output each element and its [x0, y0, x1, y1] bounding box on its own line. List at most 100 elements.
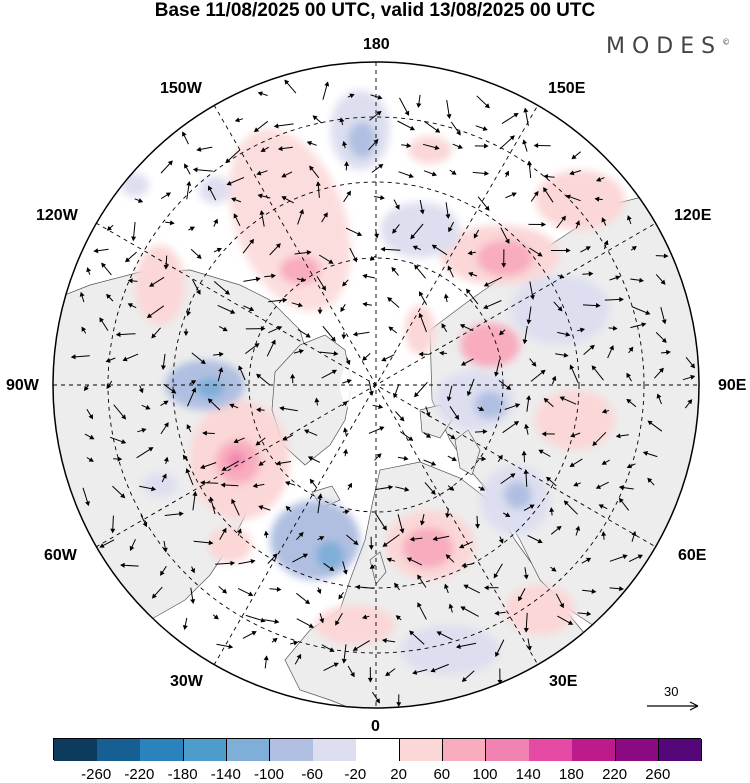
wind-vector-head: [306, 140, 312, 146]
wind-vector-head: [148, 447, 154, 452]
wind-vector-head: [513, 420, 520, 426]
wind-vector-head: [282, 297, 288, 303]
wind-vector-head: [309, 165, 314, 171]
wind-vector-head: [230, 309, 236, 314]
wind-vector-head: [308, 623, 314, 628]
wind-vector-head: [647, 420, 653, 426]
wind-vector-head: [207, 185, 213, 191]
wind-vector-head: [391, 266, 397, 273]
wind-vector-head: [369, 564, 375, 569]
wind-vector-head: [347, 482, 353, 488]
wind-vector-head: [182, 131, 187, 137]
wind-vector-head: [431, 171, 437, 177]
wind-vector-head: [260, 147, 266, 152]
wind-vector-head: [298, 349, 305, 354]
wind-vector-head: [386, 557, 392, 563]
wind-vector-head: [271, 273, 276, 279]
wind-vector-head: [230, 560, 236, 566]
wind-vector-head: [498, 538, 504, 544]
wind-vector-head: [167, 160, 173, 166]
wind-vector-head: [531, 361, 537, 367]
wind-vector-head: [350, 672, 355, 678]
wind-vector-head: [404, 486, 410, 492]
positive-anomaly-area: [315, 605, 395, 645]
wind-vector-head: [218, 367, 224, 373]
wind-vector-head: [540, 369, 546, 375]
wind-vector-head: [446, 113, 452, 119]
negative-anomaly-core: [316, 541, 344, 569]
wind-vector-head: [169, 220, 175, 226]
colorbar-tick-label: -260: [81, 766, 112, 783]
colorbar-tick-label: 220: [602, 766, 628, 783]
wind-vector-head: [381, 638, 387, 644]
wind-vector-head: [341, 658, 347, 664]
wind-vector-head: [609, 345, 614, 351]
wind-vector-head: [479, 486, 486, 491]
negative-anomaly-area: [121, 173, 149, 197]
wind-vector-head: [639, 277, 645, 283]
wind-vector-head: [137, 198, 144, 203]
wind-vector-head: [271, 339, 276, 345]
wind-vector-head: [395, 615, 401, 621]
colorbar-tick-label: -20: [344, 766, 367, 783]
wind-vector-head: [335, 620, 340, 626]
wind-vector-head: [274, 618, 280, 624]
wind-vector-head: [192, 167, 198, 173]
positive-anomaly-peak: [228, 452, 244, 468]
wind-vector-head: [468, 271, 474, 277]
wind-vector-head: [285, 480, 291, 486]
wind-vector-head: [221, 466, 227, 471]
wind-vector-head: [196, 289, 201, 295]
positive-anomaly-area: [460, 323, 520, 367]
wind-vector-head: [260, 617, 266, 623]
wind-vector-head: [656, 393, 662, 399]
wind-vector-head: [575, 525, 581, 531]
wind-vector-head: [524, 423, 530, 429]
wind-vector-head: [526, 319, 532, 325]
wind-vector-head: [595, 302, 601, 309]
wind-vector-head: [569, 462, 575, 467]
wind-vector-head: [260, 326, 266, 332]
wind-vector-head: [641, 322, 647, 328]
colorbar-bin: [226, 739, 271, 761]
wind-vector-head: [248, 306, 255, 312]
wind-vector-head: [375, 698, 380, 704]
wind-vector-head: [344, 161, 350, 166]
wind-vector-head: [585, 246, 591, 251]
wind-vector-head: [565, 194, 571, 200]
wind-vector-head: [200, 480, 205, 486]
wind-vector-head: [367, 677, 373, 683]
wind-vector-head: [619, 296, 624, 302]
lon-label-150e: 150E: [548, 80, 586, 97]
wind-vector-head: [660, 279, 666, 285]
wind-vector-head: [345, 359, 351, 366]
wind-vector-head: [222, 326, 228, 332]
wind-vector-head: [533, 190, 539, 197]
wind-vector-head: [290, 373, 296, 379]
latitude-circle: [172, 181, 580, 589]
wind-vector-head: [455, 643, 461, 649]
wind-vector-head: [523, 469, 529, 474]
wind-vector-head: [533, 142, 539, 149]
wind-vector-head: [312, 115, 318, 121]
wind-vector-head: [556, 525, 562, 531]
wind-vector-head: [409, 536, 415, 542]
wind-vector-head: [483, 143, 489, 149]
wind-vector-head: [229, 403, 235, 409]
wind-vector-head: [385, 671, 391, 677]
colorbar-tick-label: 100: [472, 766, 498, 783]
wind-vector-head: [626, 372, 631, 378]
wind-vector-head: [319, 618, 325, 624]
wind-vector-head: [563, 500, 569, 506]
wind-vector-head: [412, 669, 418, 675]
wind-vector-head: [436, 631, 442, 636]
wind-vector-head: [585, 557, 592, 563]
colorbar-bin: [97, 739, 141, 761]
colorbar-bin: [313, 739, 357, 761]
wind-vector-head: [459, 543, 465, 549]
wind-vector-head: [404, 110, 410, 116]
wind-vector-head: [88, 414, 94, 420]
wind-vector-head: [355, 584, 361, 590]
wind-vector-head: [253, 127, 260, 133]
wind-vector-head: [281, 196, 287, 201]
